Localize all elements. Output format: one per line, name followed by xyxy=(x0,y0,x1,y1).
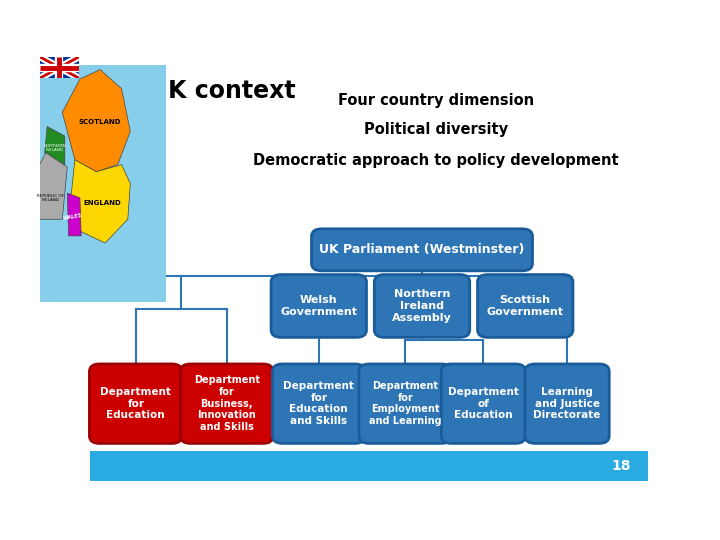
FancyBboxPatch shape xyxy=(477,274,573,338)
Text: Learning
and Justice
Directorate: Learning and Justice Directorate xyxy=(534,387,600,420)
Text: Northern
Ireland
Assembly: Northern Ireland Assembly xyxy=(392,289,452,322)
Text: Scottish
Government: Scottish Government xyxy=(487,295,564,317)
FancyBboxPatch shape xyxy=(181,364,273,443)
Text: Department
for
Education: Department for Education xyxy=(100,387,171,420)
Text: SCOTLAND: SCOTLAND xyxy=(78,119,122,125)
Text: Department
for
Business,
Innovation
and Skills: Department for Business, Innovation and … xyxy=(194,375,260,432)
FancyBboxPatch shape xyxy=(441,364,526,443)
Text: NORTHERN
IRELAND: NORTHERN IRELAND xyxy=(43,144,66,152)
Polygon shape xyxy=(63,70,130,172)
FancyBboxPatch shape xyxy=(359,364,451,443)
Text: ENGLAND: ENGLAND xyxy=(84,200,122,206)
FancyBboxPatch shape xyxy=(525,364,609,443)
Text: 18: 18 xyxy=(612,458,631,472)
Text: Department
for
Employment
and Learning: Department for Employment and Learning xyxy=(369,381,441,426)
FancyBboxPatch shape xyxy=(271,274,366,338)
FancyBboxPatch shape xyxy=(89,364,182,443)
Text: UK Parliament (Westminster): UK Parliament (Westminster) xyxy=(320,244,525,256)
Bar xyxy=(90,451,648,481)
FancyBboxPatch shape xyxy=(374,274,469,338)
Text: Department
of
Education: Department of Education xyxy=(448,387,519,420)
FancyBboxPatch shape xyxy=(312,229,533,271)
Text: Department
for
Education
and Skills: Department for Education and Skills xyxy=(284,381,354,426)
Text: REPUBLIC OF
IRELAND: REPUBLIC OF IRELAND xyxy=(37,193,65,202)
Text: Four country dimension: Four country dimension xyxy=(338,93,534,107)
Text: Democratic approach to policy development: Democratic approach to policy developmen… xyxy=(253,153,618,168)
Polygon shape xyxy=(40,153,68,219)
Polygon shape xyxy=(45,126,65,165)
Polygon shape xyxy=(71,160,130,243)
Text: Political diversity: Political diversity xyxy=(364,122,508,137)
Text: WALES: WALES xyxy=(63,213,83,221)
Text: UK context: UK context xyxy=(148,79,295,103)
Polygon shape xyxy=(68,193,81,236)
FancyBboxPatch shape xyxy=(272,364,365,443)
Text: Welsh
Government: Welsh Government xyxy=(280,295,357,317)
